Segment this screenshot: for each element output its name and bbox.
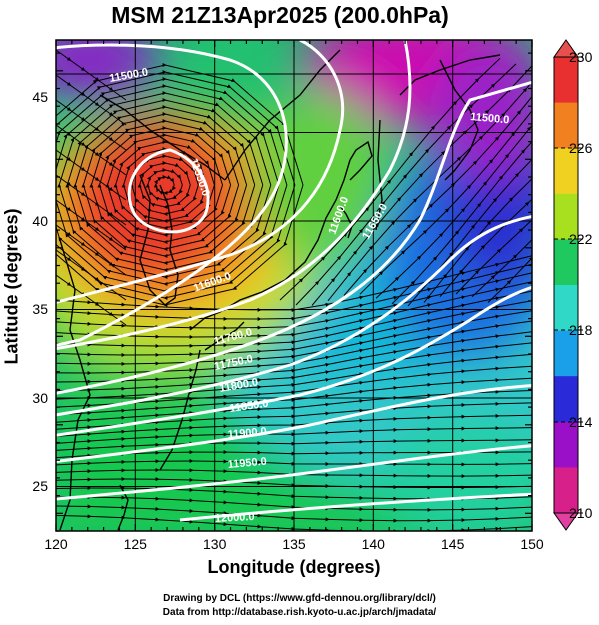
contour-11800 (56, 80, 532, 395)
y-tick-label: 45 (32, 89, 48, 105)
colorbar-band (554, 239, 578, 286)
x-tick-label: 145 (441, 536, 465, 552)
contour-12000b (179, 492, 532, 522)
chart-title: MSM 21Z13Apr2025 (200.0hPa) (111, 2, 449, 28)
contour-11900 (56, 285, 532, 437)
colorbar-label: 218 (569, 322, 593, 338)
streamline (56, 199, 127, 251)
axis-tick-marks (55, 40, 533, 532)
colorbar-label: 230 (569, 49, 593, 65)
streamline (56, 124, 127, 176)
y-tick-label: 25 (32, 478, 48, 494)
x-tick-label: 140 (362, 536, 386, 552)
streamline (56, 49, 127, 101)
colorbar-labels: 230 226 222 218 214 210 (569, 49, 593, 521)
colorbar-band (554, 57, 578, 104)
contour-11850 (56, 214, 532, 417)
credits: Drawing by DCL (https://www.gfd-dennou.o… (0, 592, 599, 620)
colorbar-label: 210 (569, 505, 593, 521)
streamline (56, 458, 532, 467)
colorbar-band (554, 330, 578, 377)
streamline (56, 74, 127, 126)
colorbar-band (554, 421, 578, 468)
colorbar-band (554, 148, 578, 195)
x-axis-label: Longitude (degrees) (207, 557, 381, 577)
colorbar: 230 226 222 218 214 210 (553, 39, 593, 531)
height-contours (56, 40, 532, 522)
x-tick-labels: 120 125 130 135 140 145 150 (44, 536, 544, 552)
y-axis-label: Latitude (degrees) (1, 208, 22, 365)
colorbar-band (554, 102, 578, 149)
credit-data: Data from http://database.rish.kyoto-u.a… (162, 607, 437, 618)
contour-label: 11900.0 (227, 426, 267, 441)
contour-label: 12000.0 (215, 511, 255, 525)
colorbar-dashes (554, 147, 578, 423)
y-tick-label: 35 (32, 301, 48, 317)
colorbar-label: 226 (569, 140, 593, 156)
x-tick-label: 135 (282, 536, 306, 552)
contour-label: 11500.0 (470, 111, 510, 126)
wind-streamlines (56, 49, 532, 531)
streamline (56, 426, 532, 444)
contour-11700 (56, 40, 412, 351)
colorbar-ticks (578, 56, 583, 514)
streamline (56, 438, 532, 451)
colorbar-bands (554, 57, 578, 514)
contour-11600 (56, 40, 345, 304)
credit-drawing: Drawing by DCL (https://www.gfd-dennou.o… (163, 593, 436, 604)
x-tick-label: 130 (203, 536, 227, 552)
colorbar-band (554, 467, 578, 514)
streamline (56, 149, 127, 201)
streamline (56, 99, 127, 151)
x-tick-label: 150 (520, 536, 544, 552)
x-tick-label: 125 (124, 536, 148, 552)
colorbar-label: 214 (569, 414, 593, 430)
streamline (56, 249, 127, 301)
contour-label: 11950.0 (227, 456, 267, 471)
y-tick-labels: 25 30 35 40 45 (32, 89, 48, 494)
contour-11950 (56, 384, 532, 463)
y-tick-label: 30 (32, 390, 48, 406)
contour-11500 (56, 43, 288, 347)
streamline (56, 450, 532, 459)
colorbar-band (554, 193, 578, 240)
y-tick-label: 40 (32, 213, 48, 229)
contour-12000 (56, 444, 532, 501)
streamline (56, 274, 127, 326)
streamline (56, 174, 127, 226)
x-tick-label: 120 (44, 536, 68, 552)
streamline (487, 80, 532, 303)
contour-label: 11850.0 (229, 398, 269, 415)
contour-11550 (127, 148, 210, 234)
temperature-field: 11500.0 11500.0 11550.0 11600.0 11600.0 … (56, 40, 532, 531)
colorbar-min-arrow (553, 512, 579, 531)
colorbar-band (554, 376, 578, 423)
streamline (56, 224, 127, 276)
colorbar-band (554, 285, 578, 332)
colorbar-label: 222 (569, 231, 593, 247)
